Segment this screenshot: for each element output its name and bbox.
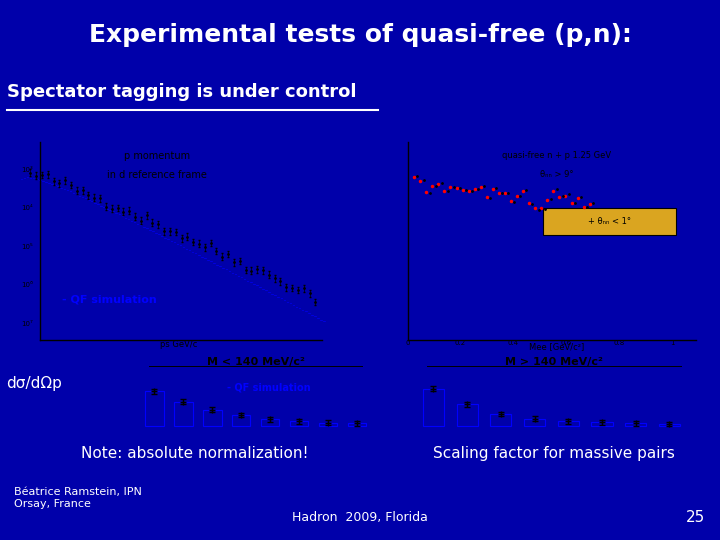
Text: Hadron  2009, Florida: Hadron 2009, Florida: [292, 511, 428, 524]
Text: - QF simulation: - QF simulation: [62, 294, 157, 305]
Text: 10⁵: 10⁵: [22, 244, 33, 249]
Text: quasi-free n + p 1.25 GeV: quasi-free n + p 1.25 GeV: [502, 151, 611, 160]
Text: 0: 0: [405, 340, 410, 347]
Text: 0.6: 0.6: [561, 340, 572, 347]
Text: p momentum: p momentum: [124, 151, 190, 161]
Bar: [591, 422, 613, 426]
Text: + θₙₙ < 1°: + θₙₙ < 1°: [588, 217, 631, 226]
Text: Scaling factor for massive pairs: Scaling factor for massive pairs: [433, 446, 675, 461]
Text: dσ/dΩp: dσ/dΩp: [6, 376, 62, 391]
Bar: [659, 424, 680, 426]
Text: ps GeV/c: ps GeV/c: [161, 340, 198, 349]
Bar: [524, 418, 545, 426]
Bar: [490, 414, 511, 426]
Text: θₙₙ > 9°: θₙₙ > 9°: [540, 170, 573, 179]
FancyBboxPatch shape: [544, 208, 676, 235]
Text: - QF simulation: - QF simulation: [227, 382, 311, 393]
Text: Mee [GeV/c²]: Mee [GeV/c²]: [529, 342, 584, 351]
Text: 10³: 10³: [22, 166, 33, 173]
Text: 0.2: 0.2: [455, 340, 466, 347]
Bar: [348, 423, 366, 426]
Bar: [423, 389, 444, 426]
Bar: [203, 410, 222, 426]
Bar: [557, 421, 579, 426]
Bar: [145, 392, 163, 426]
Text: M > 140 MeV/c²: M > 140 MeV/c²: [505, 357, 603, 368]
Text: Spectator tagging is under control: Spectator tagging is under control: [7, 83, 356, 101]
Text: M < 140 MeV/c²: M < 140 MeV/c²: [207, 357, 305, 368]
Text: Béatrice Ramstein, IPN
Orsay, France: Béatrice Ramstein, IPN Orsay, France: [14, 487, 143, 509]
Text: 1: 1: [670, 340, 675, 347]
Bar: [261, 419, 279, 426]
Text: 10⁶: 10⁶: [22, 282, 33, 288]
Text: 25: 25: [686, 510, 706, 525]
Text: in d reference frame: in d reference frame: [107, 170, 207, 180]
Bar: [625, 423, 647, 426]
Bar: [174, 402, 193, 426]
Bar: [289, 421, 308, 426]
Text: 0.4: 0.4: [508, 340, 519, 347]
Bar: [232, 415, 251, 426]
Text: 0.8: 0.8: [614, 340, 625, 347]
Text: 10⁴: 10⁴: [22, 205, 33, 211]
Bar: [456, 404, 478, 426]
Text: Experimental tests of quasi-free (p,n):: Experimental tests of quasi-free (p,n):: [89, 23, 631, 47]
Bar: [318, 423, 337, 426]
Text: Note: absolute normalization!: Note: absolute normalization!: [81, 446, 308, 461]
Text: 10⁷: 10⁷: [22, 321, 33, 327]
